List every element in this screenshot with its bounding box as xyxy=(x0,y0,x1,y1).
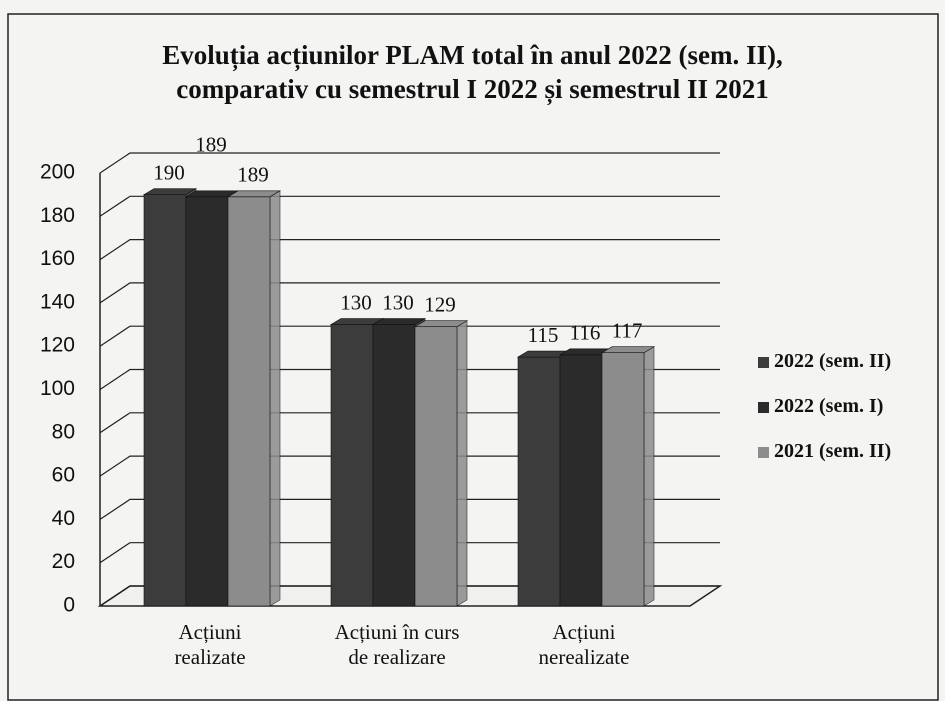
bar xyxy=(185,196,229,607)
grid-line xyxy=(99,282,720,304)
y-tick-label: 20 xyxy=(52,550,75,573)
y-tick-label: 140 xyxy=(40,290,75,313)
y-tick-label: 40 xyxy=(52,507,75,530)
y-tick-label: 80 xyxy=(52,420,75,443)
grid-line xyxy=(99,152,720,174)
grid-line xyxy=(99,325,720,347)
bar xyxy=(330,324,374,607)
grid-line xyxy=(99,239,720,261)
bar xyxy=(372,324,416,607)
data-label: 115 xyxy=(528,323,559,347)
bar-side xyxy=(269,190,281,607)
y-tick-label: 200 xyxy=(40,161,75,184)
y-tick-label: 0 xyxy=(63,594,75,617)
bar-top xyxy=(371,318,427,325)
data-label: 117 xyxy=(612,319,643,343)
x-tick-label: Acțiuni nerealizate xyxy=(538,620,630,669)
legend-label: 2021 (sem. II) xyxy=(774,440,892,462)
data-label: 189 xyxy=(237,163,269,187)
bar-top xyxy=(600,346,656,353)
data-label: 129 xyxy=(424,293,456,317)
y-tick-label: 120 xyxy=(40,334,75,357)
chart-title: Evoluția acțiunilor PLAM total în anul 2… xyxy=(162,40,783,104)
y-tick-label: 160 xyxy=(40,247,75,270)
grid-line xyxy=(99,195,720,217)
bar xyxy=(414,326,458,607)
legend-marker xyxy=(758,357,769,368)
bar xyxy=(559,354,603,607)
legend-label: 2022 (sem. I) xyxy=(774,395,884,417)
frame xyxy=(7,13,939,701)
bar-top xyxy=(226,190,282,198)
bar-side xyxy=(456,320,468,607)
x-tick-label: Acțiuni în curs de realizare xyxy=(334,620,460,669)
legend-marker xyxy=(758,447,769,458)
data-label: 189 xyxy=(195,133,227,157)
bar xyxy=(143,194,187,607)
y-tick-label: 60 xyxy=(52,464,75,487)
legend-label: 2022 (sem. II) xyxy=(774,350,892,372)
bar xyxy=(517,356,561,607)
y-tick-label: 180 xyxy=(40,204,75,227)
bar-top xyxy=(142,188,198,195)
data-label: 116 xyxy=(570,321,601,345)
bar-top xyxy=(413,320,469,328)
y-tick-label: 100 xyxy=(40,377,75,400)
x-tick-label: Acțiuni realizate xyxy=(174,620,246,669)
bar-side xyxy=(643,346,655,607)
bar xyxy=(227,196,271,607)
legend-marker xyxy=(758,402,769,413)
data-label: 130 xyxy=(382,290,414,314)
data-label: 130 xyxy=(340,290,372,314)
data-label: 190 xyxy=(153,160,185,184)
bar xyxy=(601,352,645,607)
